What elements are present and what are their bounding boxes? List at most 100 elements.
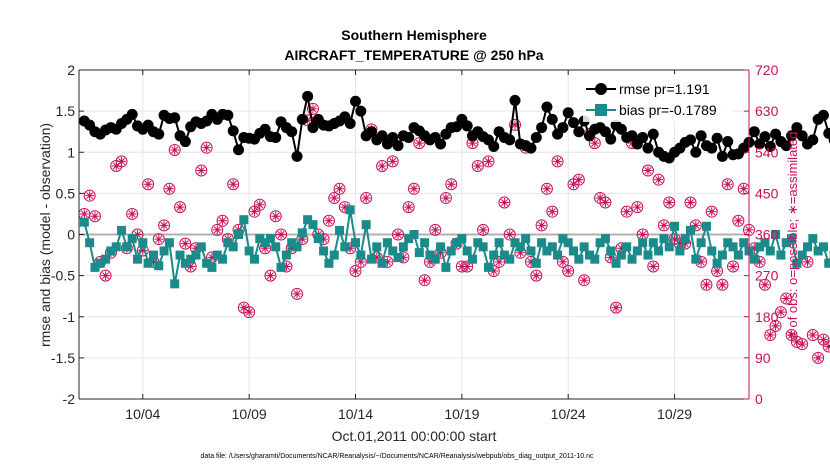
bias-point	[436, 242, 446, 252]
obs-assimilated-point	[191, 243, 201, 253]
obs-assimilated-point	[616, 243, 626, 253]
obs-assimilated-point	[404, 202, 414, 212]
y-right-axis-ticks: 720 630 540 450 360 270 180 90 0	[744, 62, 779, 407]
bias-point	[675, 246, 685, 256]
obs-assimilated-point	[319, 234, 329, 244]
bias-point	[361, 220, 371, 230]
bias-point	[696, 238, 706, 248]
obs-possible-point	[546, 205, 559, 218]
obs-assimilated-point	[85, 191, 95, 201]
rmse-point	[690, 146, 702, 158]
obs-assimilated-point	[526, 257, 536, 267]
obs-assimilated-point	[361, 193, 371, 203]
bias-point	[489, 250, 499, 260]
y-tick-label: 0.5	[56, 185, 76, 201]
chart-title-line2: AIRCRAFT_TEMPERATURE @ 250 hPa	[284, 47, 543, 63]
y-right-tick-label: 0	[755, 391, 763, 407]
x-tick-label: 10/24	[551, 406, 586, 422]
bias-point	[765, 246, 775, 256]
rmse-point	[296, 113, 308, 125]
bias-point	[701, 221, 711, 231]
bias-point	[148, 250, 158, 260]
rmse-point	[685, 134, 697, 146]
bias-point	[111, 242, 121, 252]
obs-possible-point	[663, 196, 676, 209]
rmse-point	[509, 94, 521, 106]
x-tick-label: 10/19	[444, 406, 479, 422]
bias-point	[324, 258, 334, 268]
bias-point	[686, 225, 696, 235]
rmse-point	[748, 126, 760, 138]
obs-possible-point	[503, 228, 516, 241]
obs-assimilated-point	[670, 234, 680, 244]
rmse-point	[764, 140, 776, 152]
bias-point	[590, 254, 600, 264]
rmse-point	[291, 150, 303, 162]
legend-rmse-label: rmse pr=1.191	[619, 81, 710, 97]
obs-assimilated-point	[659, 220, 669, 230]
rmse-point	[695, 130, 707, 142]
obs-possible-point	[216, 214, 229, 227]
rmse-point	[392, 140, 404, 152]
rmse-point	[530, 131, 542, 143]
obs-possible-point	[243, 306, 256, 319]
obs-possible-point	[578, 274, 591, 287]
bias-point	[335, 225, 345, 235]
y-right-tick-label: 270	[755, 268, 779, 284]
y-tick-label: 1	[67, 144, 75, 160]
rmse-point	[716, 150, 728, 162]
obs-assimilated-point	[478, 225, 488, 235]
bias-point	[117, 225, 127, 235]
bias-point	[420, 238, 430, 248]
obs-possible-point	[275, 228, 288, 241]
obs-assimilated-point	[813, 353, 823, 363]
obs-assimilated-point	[260, 243, 270, 253]
bias-point	[425, 250, 435, 260]
legend-bias-marker	[595, 104, 607, 116]
bias-point	[558, 234, 568, 244]
rmse-point	[791, 122, 803, 134]
obs-assimilated-point	[351, 266, 361, 276]
footnote: data file: /Users/gharamti/Documents/NCA…	[200, 453, 594, 460]
obs-assimilated-point	[701, 280, 711, 290]
rmse-point	[227, 125, 239, 137]
obs-possible-point	[227, 178, 240, 191]
obs-possible-point	[349, 265, 362, 278]
bias-point	[638, 238, 648, 248]
y-tick-label: -1.5	[51, 350, 75, 366]
bias-point	[680, 234, 690, 244]
obs-assimilated-point	[175, 202, 185, 212]
bias-point	[202, 258, 212, 268]
obs-assimilated-point	[441, 193, 451, 203]
obs-possible-point	[418, 274, 431, 287]
obs-possible-point	[727, 260, 740, 273]
bias-point	[606, 246, 616, 256]
bias-point	[818, 242, 828, 252]
obs-possible-point	[498, 196, 511, 209]
rmse-point	[365, 126, 377, 138]
obs-possible-point	[764, 329, 777, 342]
x-axis-ticks: 10/04 10/09 10/14 10/19 10/24 10/29	[125, 70, 692, 422]
bias-point	[191, 250, 201, 260]
obs-possible-point	[328, 191, 341, 204]
bias-point	[287, 238, 297, 248]
legend: rmse pr=1.191 bias pr=-0.1789	[583, 74, 733, 122]
obs-assimilated-point	[643, 166, 653, 176]
obs-assimilated-point	[388, 156, 398, 166]
obs-possible-point	[445, 178, 458, 191]
obs-possible-point	[477, 223, 490, 236]
bias-point	[723, 238, 733, 248]
bias-point	[281, 250, 291, 260]
obs-assimilated-point	[164, 184, 174, 194]
bias-point	[398, 242, 408, 252]
bias-point	[196, 242, 206, 252]
bias-point	[467, 254, 477, 264]
obs-possible-point	[774, 306, 787, 319]
bias-point	[382, 238, 392, 248]
obs-assimilated-point	[335, 184, 345, 194]
bias-point	[505, 254, 515, 264]
x-tick-label: 10/29	[657, 406, 692, 422]
bias-point	[228, 242, 238, 252]
obs-possible-point	[551, 155, 564, 168]
obs-possible-point	[402, 201, 415, 214]
